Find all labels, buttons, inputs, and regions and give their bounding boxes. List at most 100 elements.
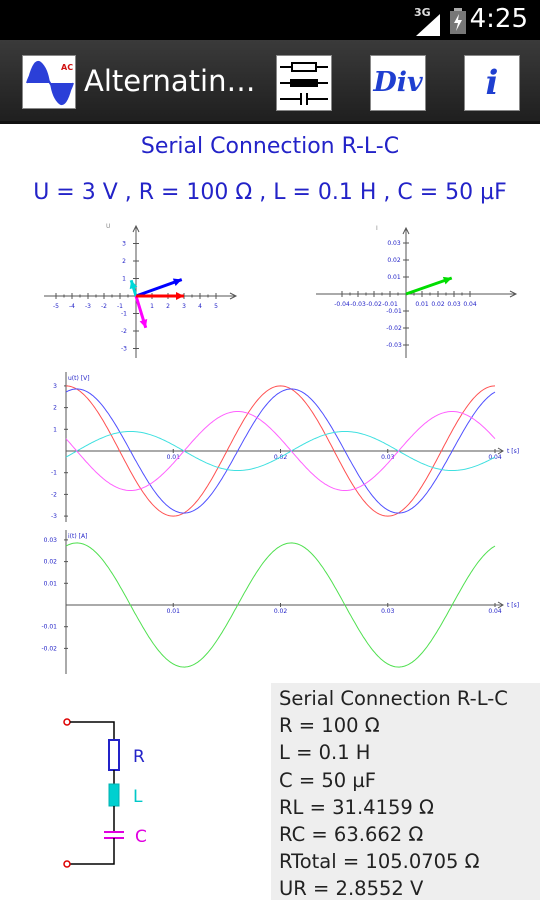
battery-icon (450, 8, 466, 34)
graph-y-tick-label: 3 (53, 383, 57, 390)
graph-x-tick-label: 0.02 (274, 608, 288, 615)
phasor-arrowhead (442, 276, 452, 285)
phasor-y-tick-label: 0.03 (387, 240, 401, 247)
phasor-x-tick-label: 0.03 (447, 301, 461, 308)
graph-y-tick-label: -0.01 (41, 624, 57, 631)
graph-x-tick-label: 0.03 (381, 608, 395, 615)
current-phasor-diagram: I-0.04 -0.03 -0.02 -0.01 0.01 0.02 0.03 0.040.0… (316, 225, 518, 358)
phasor-y-tick-label: -0.01 (386, 308, 402, 315)
signal-icon (416, 14, 440, 36)
phasor-x-tick-label: 0.04 (463, 301, 477, 308)
phasor-axis-label: I (376, 225, 378, 232)
rlc-circuit-diagram: R L C (63, 718, 147, 868)
circuit-components-icon (280, 62, 328, 105)
graph-y-tick-label: 1 (53, 426, 57, 433)
graph-y-axis-label: u(t) [V] (68, 375, 90, 382)
phasor-y-tick-label: 0.02 (387, 257, 401, 264)
graph-y-tick-label: -1 (51, 470, 57, 477)
phasor-y-tick-label: -0.03 (386, 342, 402, 349)
phasor-x-tick-label: -0.02 (366, 301, 382, 308)
graph-x-tick-label: 0.01 (167, 454, 181, 461)
result-resistance: R = 100 Ω (279, 714, 380, 738)
graph-series-line (65, 385, 496, 517)
phasor-x-tick-label: -0.01 (382, 301, 398, 308)
graph-y-tick-label: 0.02 (44, 559, 58, 566)
phasor-x-tick-label: 3 (182, 303, 186, 310)
app-icon[interactable]: AC (22, 55, 76, 109)
network-type-label: 3G (414, 6, 431, 19)
div-button[interactable]: Div (370, 55, 426, 111)
phasor-x-tick-label: 5 (214, 303, 218, 310)
phasor-y-tick-label: -0.02 (386, 325, 402, 332)
phasor-x-tick-label: -1 (117, 303, 123, 310)
graph-y-tick-label: 2 (53, 405, 57, 412)
result-capacitance: C = 50 µF (279, 768, 376, 792)
phasor-y-tick-label: 2 (122, 258, 126, 265)
graph-x-axis-label: t [s] (507, 448, 519, 455)
phasor-x-tick-label: -4 (69, 303, 75, 310)
graph-y-axis-label: i(t) [A] (68, 533, 87, 540)
result-total-impedance: RTotal = 105.0705 Ω (279, 850, 480, 874)
phasor-axis-label: U (106, 223, 110, 230)
inductor-symbol (108, 783, 120, 807)
phasor-vector (405, 276, 453, 296)
action-bar: AC Alternatin… Div i (0, 40, 540, 124)
graph-series-line (65, 411, 496, 491)
capacitor-label: C (135, 827, 147, 847)
voltage-phasor-diagram: U -5 -4 -3 -2 -1 1 2 3 4 5 3 2 1 -1 -2 -3 (44, 223, 238, 358)
phasor-x-tick-label: -0.03 (350, 301, 366, 308)
graph-x-tick-label: 0.04 (488, 608, 502, 615)
phasor-y-tick-label: 0.01 (387, 274, 401, 281)
resistor-symbol (108, 739, 120, 771)
clock: 4:25 (469, 4, 528, 34)
results-title: Serial Connection R-L-C (279, 687, 508, 710)
graph-series-line (65, 388, 496, 514)
graph-x-tick-label: 0.03 (381, 454, 395, 461)
info-button[interactable]: i (464, 55, 520, 111)
result-inductive-reactance: RL = 31.4159 Ω (279, 795, 434, 819)
phasor-x-tick-label: 1 (150, 303, 154, 310)
phasor-x-tick-label: 4 (198, 303, 202, 310)
page-heading: Serial Connection R-L-C (140, 134, 400, 159)
phasor-x-tick-label: 2 (166, 303, 170, 310)
ac-wave-icon: AC (26, 60, 74, 106)
parameters-line: U = 3 V , R = 100 Ω , L = 0.1 H , C = 50… (33, 180, 507, 205)
phasor-y-tick-label: 3 (122, 241, 126, 248)
phasor-y-tick-label: -1 (121, 311, 127, 318)
result-capacitive-reactance: RC = 63.662 Ω (279, 823, 424, 847)
result-inductance: L = 0.1 H (279, 741, 371, 765)
graph-series-line (65, 542, 496, 668)
phasor-x-tick-label: 0.01 (415, 301, 429, 308)
app-title: Alternatin… (84, 64, 254, 98)
phasor-vector (135, 278, 183, 298)
phasor-x-tick-label: 0.02 (431, 301, 445, 308)
resistor-label: R (133, 747, 145, 767)
graph-y-tick-label: -0.02 (41, 645, 57, 652)
components-button[interactable] (276, 55, 332, 111)
phasor-arrowhead (139, 319, 148, 328)
status-bar: 3G 4:25 (0, 0, 540, 40)
phasor-arrowhead (172, 278, 182, 287)
graph-y-tick-label: 0.01 (44, 580, 58, 587)
graph-x-axis-label: t [s] (507, 602, 519, 609)
phasor-x-tick-label: -2 (101, 303, 107, 310)
results-panel: Serial Connection R-L-C R = 100 Ω L = 0.… (271, 683, 540, 900)
phasor-x-tick-label: -3 (85, 303, 91, 310)
inductor-label: L (133, 787, 143, 807)
phasor-arrowhead (129, 280, 138, 290)
current-time-graph: i(t) [A] t [s] 0.01 0.02 0.03 0.04 0.03 0.02 0.0… (41, 530, 519, 674)
phasor-arrowhead (176, 292, 184, 300)
phasor-y-tick-label: -2 (121, 328, 127, 335)
result-resistor-voltage: UR = 2.8552 V (279, 877, 424, 900)
phasor-x-tick-label: -0.04 (334, 301, 350, 308)
graph-y-tick-label: -3 (51, 513, 57, 520)
phasor-x-tick-label: -5 (53, 303, 59, 310)
graph-y-tick-label: -2 (51, 491, 57, 498)
phasor-y-tick-label: -3 (121, 346, 127, 353)
graph-x-tick-label: 0.01 (167, 608, 181, 615)
graph-y-tick-label: 0.03 (44, 537, 58, 544)
phasor-y-tick-label: 1 (122, 276, 126, 283)
graph-series-line (65, 431, 496, 471)
svg-text:AC: AC (61, 63, 73, 72)
